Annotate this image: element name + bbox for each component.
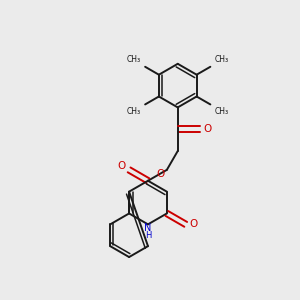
Text: O: O xyxy=(203,124,211,134)
Text: CH₃: CH₃ xyxy=(127,107,141,116)
Text: O: O xyxy=(157,169,165,179)
Text: H: H xyxy=(145,231,151,240)
Text: CH₃: CH₃ xyxy=(214,55,229,64)
Text: O: O xyxy=(117,161,125,171)
Text: CH₃: CH₃ xyxy=(127,55,141,64)
Text: O: O xyxy=(190,219,198,230)
Text: N: N xyxy=(144,223,152,233)
Text: CH₃: CH₃ xyxy=(214,107,229,116)
